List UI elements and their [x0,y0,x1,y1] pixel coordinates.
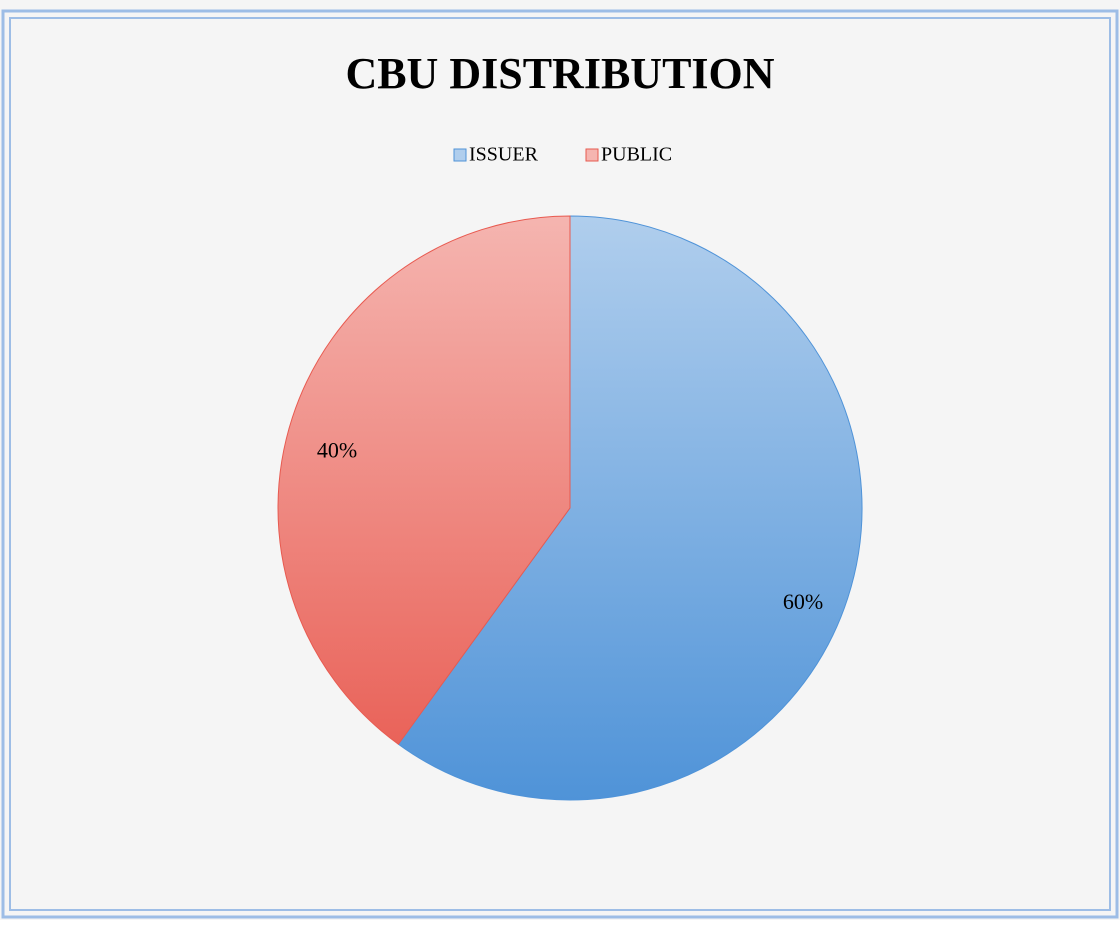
outer-border [1,9,1119,919]
legend-swatch [585,148,599,162]
data-label: 60% [783,589,823,614]
legend-label: ISSUER [469,144,539,166]
pie-slice [277,215,571,745]
data-label: 40% [317,437,357,462]
inner-border [9,17,1111,911]
legend-label: PUBLIC [601,144,672,166]
legend-swatch [453,148,467,162]
pie-slice [397,215,863,801]
chart-title: CBU DISTRIBUTION [345,49,774,98]
